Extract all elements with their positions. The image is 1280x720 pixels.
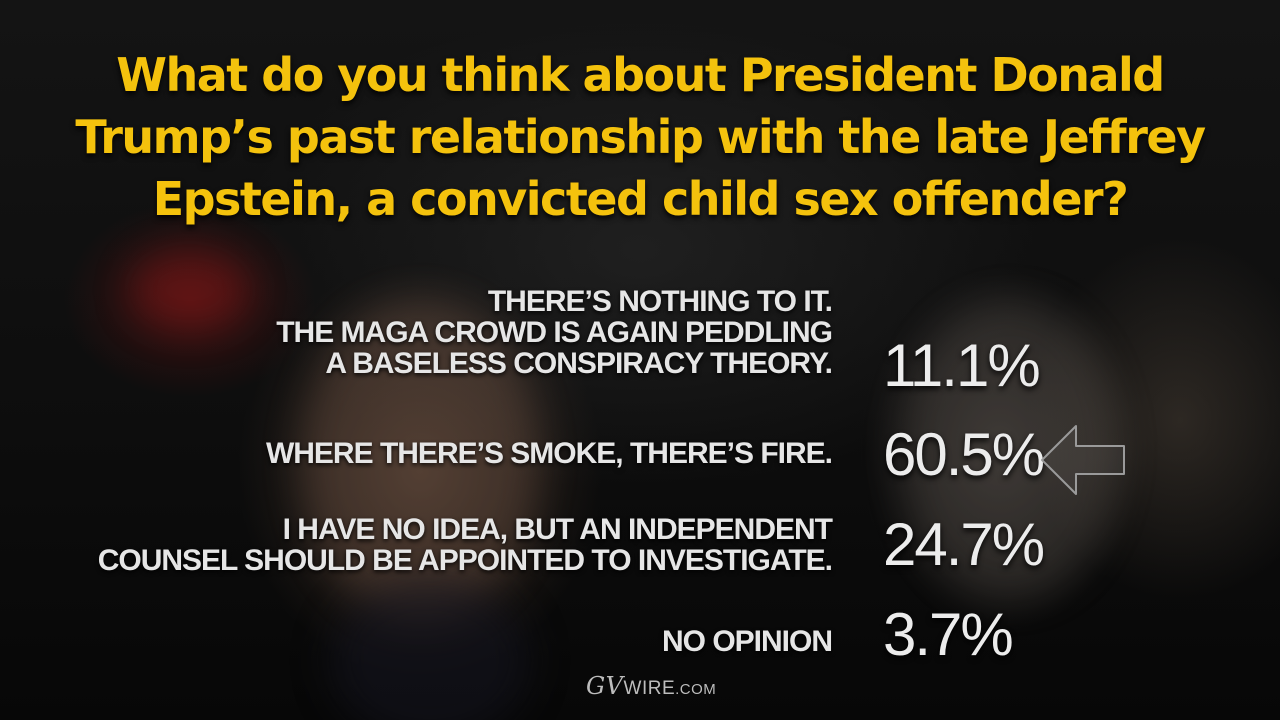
left-arrow-icon — [1041, 425, 1125, 495]
question-line-2: Trump’s past relationship with the late … — [75, 110, 1206, 164]
answer-4-percent: 3.7% — [883, 601, 1014, 668]
background-red-cap — [130, 250, 250, 330]
question-line-1: What do you think about President Donald — [116, 48, 1165, 102]
answer-1-line-3: a baseless conspiracy theory. — [325, 347, 833, 380]
answer-3-line-1: I have no idea, but an independent — [282, 513, 833, 546]
logo-mark: GV — [586, 672, 624, 700]
answer-1-percent: 11.1% — [883, 332, 1041, 399]
background-suit — [330, 580, 530, 720]
answer-1-line-2: The MAGA crowd is again peddling — [276, 316, 833, 349]
answer-1-text: There’s nothing to it. The MAGA crowd is… — [276, 285, 833, 380]
poll-question: What do you think about President Donald… — [20, 44, 1260, 230]
question-line-3: Epstein, a convicted child sex offender? — [152, 172, 1129, 226]
answer-1-line-1: There’s nothing to it. — [487, 285, 833, 318]
answer-2-text: Where there’s smoke, there’s fire. — [265, 437, 833, 470]
answer-4-text: No opinion — [661, 625, 833, 658]
answer-3-text: I have no idea, but an independent couns… — [97, 513, 833, 577]
gvwire-logo: GVWIRE.COM — [586, 672, 716, 700]
answer-3-line-2: counsel should be appointed to investiga… — [97, 544, 833, 577]
background-figure-right — [900, 300, 1120, 600]
answer-4-line-1: No opinion — [661, 625, 833, 658]
logo-word: WIRE — [623, 678, 676, 699]
answer-2-line-1: Where there’s smoke, there’s fire. — [265, 437, 833, 470]
background-figure-left — [300, 300, 540, 620]
answer-2-percent: 60.5% — [883, 421, 1045, 488]
logo-suffix: .COM — [675, 681, 717, 698]
answer-3-percent: 24.7% — [883, 511, 1045, 578]
